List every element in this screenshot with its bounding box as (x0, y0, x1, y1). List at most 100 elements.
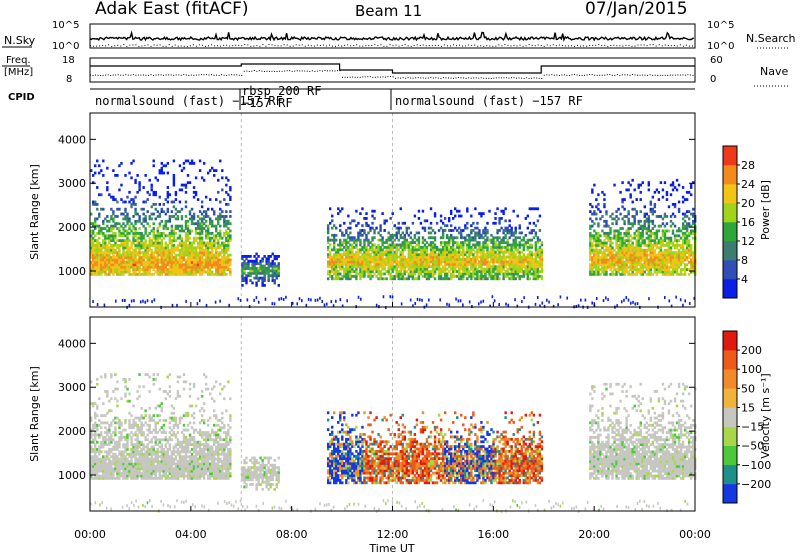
heatmap-cell (589, 272, 592, 276)
heatmap-cell (635, 272, 638, 276)
heatmap-cell (128, 239, 131, 243)
heatmap-cell (150, 260, 153, 264)
nave-dot (558, 74, 560, 76)
nave-dot (256, 70, 258, 72)
heatmap-cell (685, 190, 689, 194)
heatmap-cell (363, 241, 366, 244)
heatmap-cell (468, 255, 471, 259)
heatmap-cell (215, 241, 218, 245)
heatmap-cell (393, 260, 396, 264)
nsearch-dot (537, 44, 539, 46)
heatmap-cell (649, 248, 653, 252)
heatmap-cell (277, 271, 280, 275)
heatmap-cell (116, 244, 119, 247)
heatmap-cell (589, 251, 592, 255)
heatmap-cell (225, 229, 228, 233)
nsearch-dot (604, 44, 606, 46)
heatmap-cell (619, 272, 622, 276)
heatmap-cell (653, 190, 657, 194)
heatmap-cell (391, 267, 394, 271)
heatmap-cell (480, 212, 483, 216)
heatmap-cell (120, 198, 123, 201)
heatmap-cell (328, 260, 332, 264)
heatmap-cell (251, 267, 254, 270)
nsearch-dot (141, 45, 143, 47)
heatmap-cell (136, 241, 139, 245)
heatmap-cell (500, 226, 503, 230)
heatmap-cell (595, 268, 598, 271)
heatmap-cell (653, 260, 657, 264)
heatmap-cell (184, 236, 188, 240)
heatmap-cell (480, 274, 483, 278)
heatmap-cell (259, 276, 262, 280)
heatmap-cell (659, 251, 663, 255)
heatmap-cell (367, 265, 370, 269)
heatmap-cell (148, 256, 151, 259)
heatmap-cell (261, 259, 264, 263)
heatmap-cell (134, 265, 137, 269)
heatmap-cell (132, 215, 135, 218)
heatmap-cell (186, 244, 190, 247)
heatmap-cell (589, 246, 592, 250)
heatmap-cell (377, 243, 380, 247)
heatmap-cell (152, 253, 155, 257)
heatmap-cell (661, 263, 665, 267)
nsearch-dot (114, 45, 116, 47)
heatmap-cell (611, 217, 614, 221)
heatmap-cell (122, 246, 125, 250)
heatmap-cell (657, 190, 661, 194)
heatmap-cell (407, 245, 411, 249)
heatmap-cell (496, 253, 499, 257)
heatmap-cell (217, 241, 220, 245)
heatmap-cell (534, 267, 538, 271)
heatmap-cell (94, 268, 97, 271)
heatmap-cell (359, 270, 362, 273)
heatmap-cell (661, 234, 665, 238)
heatmap-cell (637, 227, 640, 230)
nave-dot (309, 70, 311, 72)
heatmap-cell (625, 244, 628, 247)
heatmap-cell (679, 260, 683, 264)
heatmap-cell (480, 262, 483, 266)
heatmap-cell (196, 227, 200, 230)
heatmap-cell (661, 268, 665, 271)
heatmap-cell (126, 260, 129, 264)
heatmap-cell (134, 234, 137, 238)
heatmap-cell (647, 181, 651, 185)
heatmap-cell (160, 265, 163, 269)
heatmap-cell (271, 271, 274, 275)
heatmap-cell (211, 265, 214, 269)
heatmap-cell (369, 277, 372, 281)
nsearch-dot (483, 45, 485, 47)
heatmap-cell (150, 217, 153, 221)
heatmap-cell (126, 234, 129, 238)
heatmap-cell (204, 263, 208, 267)
heatmap-cell (166, 253, 170, 257)
heatmap-cell (530, 229, 534, 232)
heatmap-cell (655, 253, 659, 257)
heatmap-cell (273, 264, 276, 268)
heatmap-cell (429, 265, 433, 269)
heatmap-cell (445, 255, 449, 259)
heatmap-cell (500, 270, 503, 273)
heatmap-cell (120, 239, 123, 243)
heatmap-cell (601, 190, 604, 194)
heatmap-cell (454, 226, 457, 230)
heatmap-cell (637, 248, 640, 252)
heatmap-cell (124, 251, 127, 255)
heatmap-cell (142, 253, 145, 257)
heatmap-cell (389, 217, 392, 220)
heatmap-cell (647, 217, 651, 221)
heatmap-cell (506, 260, 509, 264)
heatmap-cell (397, 270, 400, 273)
heatmap-cell (615, 268, 618, 271)
heatmap-cell (460, 272, 463, 276)
heatmap-cell (500, 262, 503, 266)
scatter-cell (228, 303, 230, 307)
heatmap-cell (417, 236, 421, 240)
heatmap-cell (188, 251, 192, 255)
heatmap-cell (486, 243, 489, 247)
heatmap-cell (591, 268, 594, 271)
heatmap-cell (659, 260, 663, 264)
